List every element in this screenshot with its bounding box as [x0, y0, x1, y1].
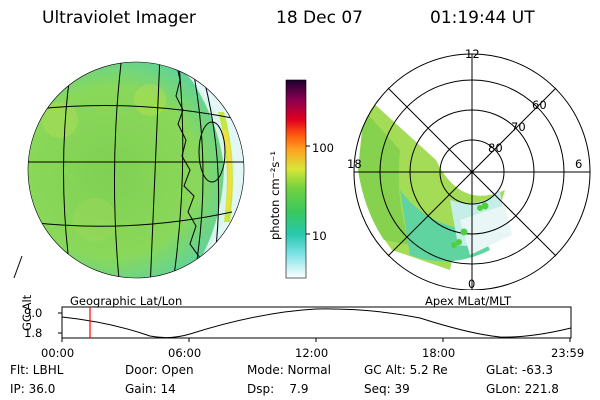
colorbar-tick-10: 10 — [312, 229, 327, 243]
altitude-tick-1.8: 1.8 — [24, 326, 43, 340]
mlt-label-18: 18 — [347, 157, 362, 171]
geographic-panel-label: Geographic Lat/Lon — [70, 294, 183, 308]
mlt-label-12: 12 — [465, 47, 480, 61]
mode-readout: Mode: Normal — [247, 363, 331, 377]
time-tick-1800: 18:00 — [422, 346, 456, 360]
ip-readout: IP: 36.0 — [10, 382, 56, 396]
mlt-label-0: 0 — [468, 277, 476, 291]
door-readout: Door: Open — [125, 363, 194, 377]
colorbar — [285, 79, 310, 279]
mlt-label-6: 6 — [575, 157, 583, 171]
time-tick-0000: 00:00 — [41, 346, 75, 360]
colorbar-tick-100: 100 — [312, 141, 334, 155]
geographic-image-panel — [13, 61, 245, 279]
instrument-title: Ultraviolet Imager — [42, 8, 196, 28]
glon-readout: GLon: 221.8 — [486, 382, 559, 396]
mlat-label-80: 80 — [488, 141, 503, 155]
time-tick-1200: 12:00 — [295, 346, 329, 360]
time-tick-2359: 23:59 — [551, 346, 585, 360]
mlat-label-60: 60 — [532, 98, 547, 112]
glat-readout: GLat: -63.3 — [486, 363, 553, 377]
colorbar-unit-label: photon cm⁻²s⁻¹ — [268, 151, 282, 240]
altitude-tick-9.0: 9.0 — [24, 306, 43, 320]
seq-readout: Seq: 39 — [364, 382, 410, 396]
polar-panel-label: Apex MLat/MLT — [425, 294, 512, 308]
filter-readout: Flt: LBHL — [10, 363, 64, 377]
mlat-label-70: 70 — [511, 120, 526, 134]
time-tick-0600: 06:00 — [168, 346, 202, 360]
image-date: 18 Dec 07 — [276, 8, 363, 28]
dsp-readout: Dsp: 7.9 — [247, 382, 309, 396]
image-time: 01:19:44 UT — [430, 8, 535, 28]
polar-image-panel — [353, 53, 591, 290]
altitude-plot — [58, 306, 572, 342]
gain-readout: Gain: 14 — [125, 382, 176, 396]
gc-alt-readout: GC Alt: 5.2 Re — [364, 363, 448, 377]
